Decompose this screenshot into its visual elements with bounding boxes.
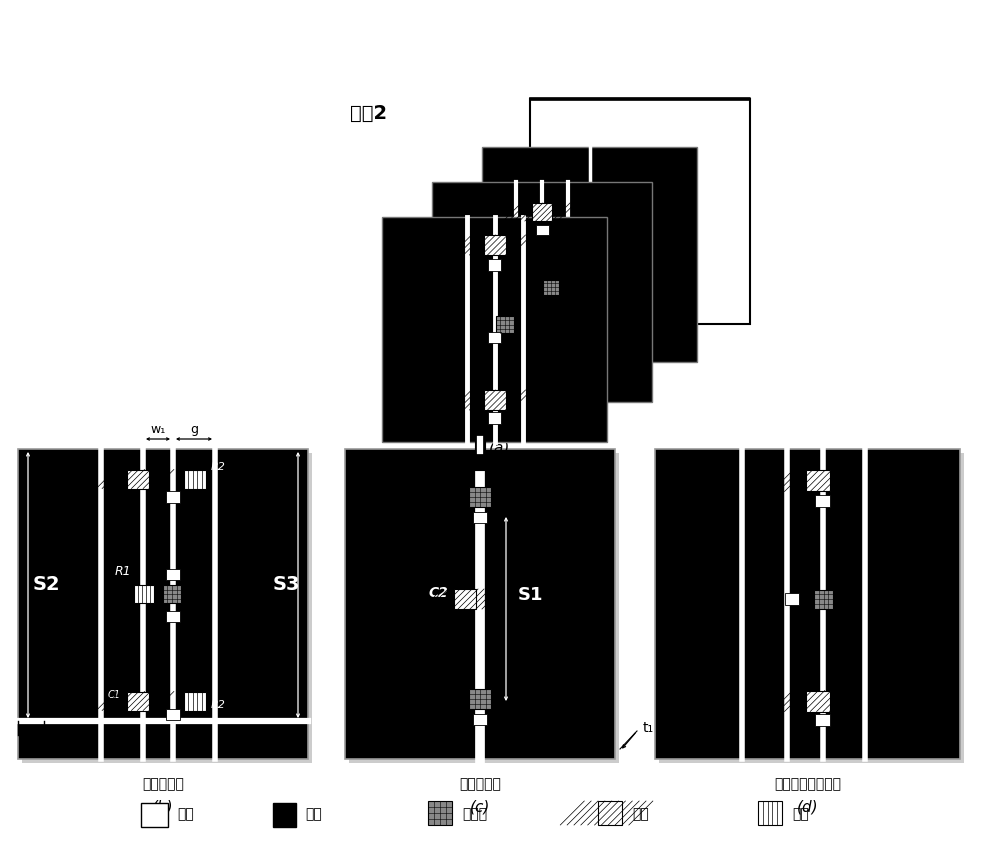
Text: R1: R1	[114, 565, 131, 577]
Bar	[184, 692, 206, 711]
Text: 二极管: 二极管	[462, 806, 487, 820]
Bar	[166, 611, 180, 622]
Bar	[473, 512, 487, 523]
Bar	[382, 218, 607, 442]
Text: (a): (a)	[489, 441, 511, 456]
Text: 结榄2: 结榄2	[350, 104, 387, 123]
Text: 第一层结构: 第一层结构	[142, 776, 184, 790]
Bar	[543, 280, 559, 295]
Bar	[349, 453, 619, 763]
Bar	[127, 692, 149, 711]
Bar	[469, 690, 491, 709]
Bar	[590, 243, 605, 257]
Bar	[141, 803, 168, 827]
Text: g₁: g₁	[473, 416, 487, 430]
Text: W₀: W₀	[22, 739, 40, 752]
Text: 电容: 电容	[632, 806, 649, 820]
Text: C2: C2	[428, 585, 448, 599]
Bar	[530, 100, 750, 325]
Bar	[659, 453, 964, 763]
Text: g: g	[190, 423, 198, 436]
Text: 介质: 介质	[177, 806, 194, 820]
Bar	[454, 589, 476, 609]
Text: S1: S1	[518, 585, 544, 603]
Bar	[496, 316, 514, 333]
Bar	[806, 471, 830, 492]
Text: (d): (d)	[797, 799, 818, 814]
Text: S3: S3	[272, 574, 300, 593]
Bar	[184, 470, 206, 489]
Bar	[758, 801, 782, 825]
Text: 第二层结构: 第二层结构	[459, 776, 501, 790]
Bar	[134, 585, 154, 603]
Text: 金属: 金属	[305, 806, 322, 820]
Bar	[484, 235, 506, 256]
Bar	[785, 593, 799, 605]
Bar	[488, 260, 501, 271]
Text: (c): (c)	[470, 799, 490, 814]
Text: C1: C1	[108, 690, 121, 699]
Text: t₁: t₁	[643, 720, 654, 734]
Bar	[814, 590, 833, 609]
Text: 第三层结构后视图: 第三层结构后视图	[774, 776, 841, 790]
Bar	[482, 148, 697, 363]
Bar	[163, 585, 181, 603]
Bar	[806, 690, 830, 711]
Bar	[166, 491, 180, 503]
Bar	[655, 450, 960, 759]
Bar	[488, 333, 501, 344]
Bar	[815, 495, 830, 507]
Bar	[18, 450, 308, 759]
Bar	[166, 709, 180, 720]
Bar	[22, 453, 312, 763]
Bar	[166, 569, 180, 580]
Bar	[815, 714, 830, 726]
Text: R2: R2	[211, 699, 226, 709]
Text: R2: R2	[211, 462, 226, 472]
Bar	[345, 450, 615, 759]
Bar	[473, 714, 487, 725]
Bar	[484, 391, 506, 410]
Text: w₁: w₁	[150, 423, 166, 436]
Text: 电阻: 电阻	[792, 806, 809, 820]
Bar	[469, 488, 491, 507]
Bar	[598, 801, 622, 825]
Text: S2: S2	[32, 574, 60, 593]
Bar	[432, 183, 652, 403]
Bar	[536, 225, 548, 235]
Bar	[428, 801, 452, 825]
Bar	[488, 413, 501, 424]
Text: (b): (b)	[152, 799, 174, 814]
Bar	[532, 203, 552, 222]
Bar	[127, 470, 149, 489]
Bar	[273, 803, 296, 827]
